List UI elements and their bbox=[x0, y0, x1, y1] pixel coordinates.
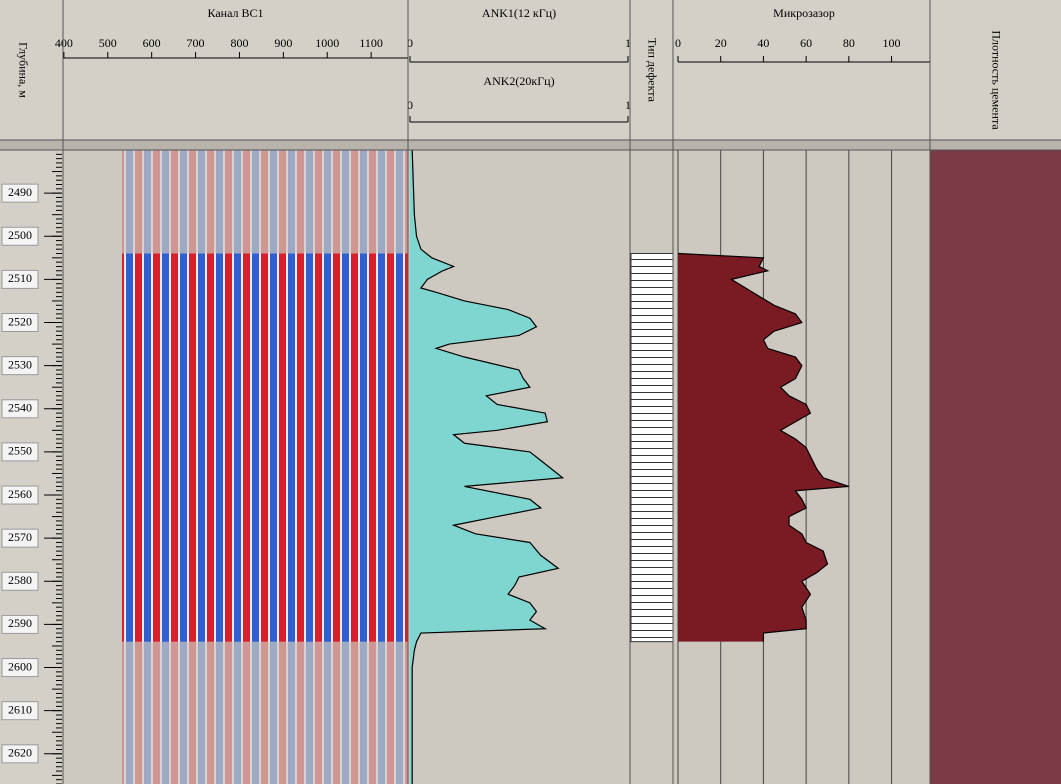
depth-tick-label: 2610 bbox=[8, 702, 32, 716]
x-tick-label: 700 bbox=[187, 36, 205, 50]
x-tick-label: 900 bbox=[274, 36, 292, 50]
depth-tick-label: 2600 bbox=[8, 659, 32, 673]
track-title: Канал ВС1 bbox=[207, 6, 263, 20]
track-title: ANK1(12 кГц) bbox=[482, 6, 556, 20]
x-tick-label: 80 bbox=[843, 36, 855, 50]
density-title: Плотность цемента bbox=[989, 30, 1003, 130]
separator bbox=[0, 140, 1061, 150]
x-tick-label: 0 bbox=[675, 36, 681, 50]
track-title: ANK2(20кГц) bbox=[483, 74, 554, 88]
x-tick-label: 1100 bbox=[359, 36, 383, 50]
x-tick-label: 800 bbox=[230, 36, 248, 50]
depth-tick-label: 2580 bbox=[8, 573, 32, 587]
x-tick-label: 20 bbox=[715, 36, 727, 50]
density-fill bbox=[930, 150, 1061, 784]
depth-tick-label: 2500 bbox=[8, 228, 32, 242]
x-tick-label: 500 bbox=[99, 36, 117, 50]
x-tick-label: 100 bbox=[883, 36, 901, 50]
depth-tick-label: 2570 bbox=[8, 530, 32, 544]
depth-tick-label: 2590 bbox=[8, 616, 32, 630]
depth-tick-label: 2520 bbox=[8, 314, 32, 328]
x-tick-label: 60 bbox=[800, 36, 812, 50]
depth-tick-label: 2550 bbox=[8, 444, 32, 458]
defect-title: Тип дефекта bbox=[645, 38, 659, 103]
header-bg bbox=[0, 0, 1061, 140]
x-tick-label: 400 bbox=[55, 36, 73, 50]
log-view: Глубина, м Тип дефекта Плотность цемента… bbox=[0, 0, 1061, 784]
depth-tick-label: 2530 bbox=[8, 357, 32, 371]
track-title: Микрозазор bbox=[773, 6, 835, 20]
x-tick-label: 40 bbox=[757, 36, 769, 50]
depth-title: Глубина, м bbox=[16, 42, 30, 98]
defect-interval bbox=[631, 254, 673, 642]
x-tick-label: 1000 bbox=[315, 36, 339, 50]
x-tick-label: 600 bbox=[143, 36, 161, 50]
depth-tick-label: 2510 bbox=[8, 271, 32, 285]
depth-tick-label: 2620 bbox=[8, 746, 32, 760]
depth-tick-label: 2560 bbox=[8, 487, 32, 501]
wave-strong bbox=[122, 254, 408, 642]
depth-tick-label: 2540 bbox=[8, 401, 32, 415]
depth-tick-label: 2490 bbox=[8, 185, 32, 199]
